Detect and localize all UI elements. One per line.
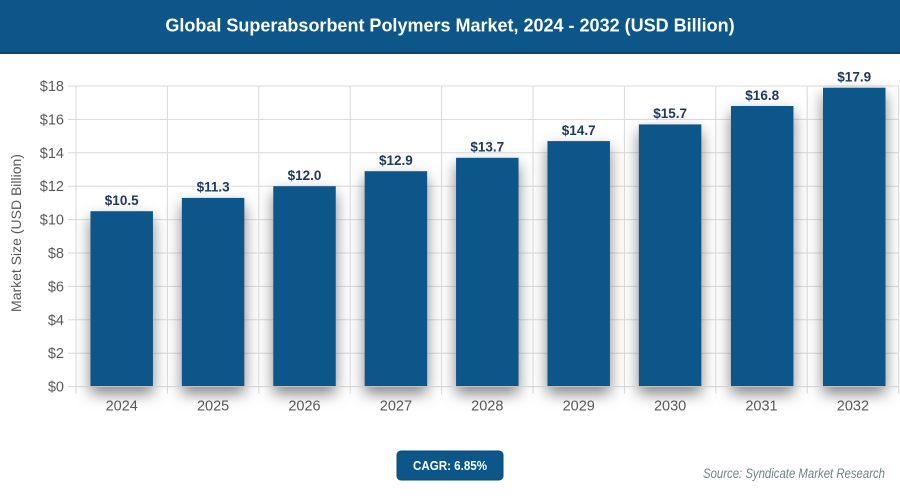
svg-text:$0: $0 (48, 380, 64, 396)
svg-text:$6: $6 (48, 279, 64, 295)
svg-text:$10.5: $10.5 (105, 193, 139, 208)
svg-text:2024: 2024 (106, 399, 138, 415)
svg-text:Source: Syndicate Market Resea: Source: Syndicate Market Research (703, 466, 885, 481)
svg-text:$14.7: $14.7 (562, 123, 596, 138)
svg-text:$15.7: $15.7 (653, 106, 687, 121)
svg-text:$14: $14 (40, 146, 64, 162)
svg-text:2030: 2030 (654, 399, 686, 415)
svg-text:$18: $18 (40, 79, 64, 95)
svg-text:$12.0: $12.0 (288, 168, 322, 183)
svg-text:2026: 2026 (288, 399, 320, 415)
svg-text:2032: 2032 (837, 399, 869, 415)
svg-text:$11.3: $11.3 (197, 180, 231, 195)
svg-text:$17.9: $17.9 (837, 70, 871, 85)
svg-text:$10: $10 (40, 213, 64, 229)
svg-text:Market Size (USD Billion): Market Size (USD Billion) (8, 154, 24, 312)
svg-text:$12: $12 (40, 179, 64, 195)
svg-text:$2: $2 (48, 346, 64, 362)
svg-text:$4: $4 (48, 313, 64, 329)
svg-text:$13.7: $13.7 (470, 140, 504, 155)
svg-text:2027: 2027 (380, 399, 412, 415)
svg-text:CAGR: 6.85%: CAGR: 6.85% (413, 458, 487, 473)
svg-text:2031: 2031 (745, 399, 777, 415)
svg-text:Global Superabsorbent Polymers: Global Superabsorbent Polymers Market, 2… (165, 16, 734, 36)
svg-text:2028: 2028 (471, 399, 503, 415)
svg-text:2029: 2029 (563, 399, 595, 415)
svg-text:$12.9: $12.9 (379, 153, 413, 168)
svg-text:$8: $8 (48, 246, 64, 262)
svg-text:$16: $16 (40, 112, 64, 128)
svg-text:2025: 2025 (197, 399, 229, 415)
svg-text:$16.8: $16.8 (745, 88, 779, 103)
